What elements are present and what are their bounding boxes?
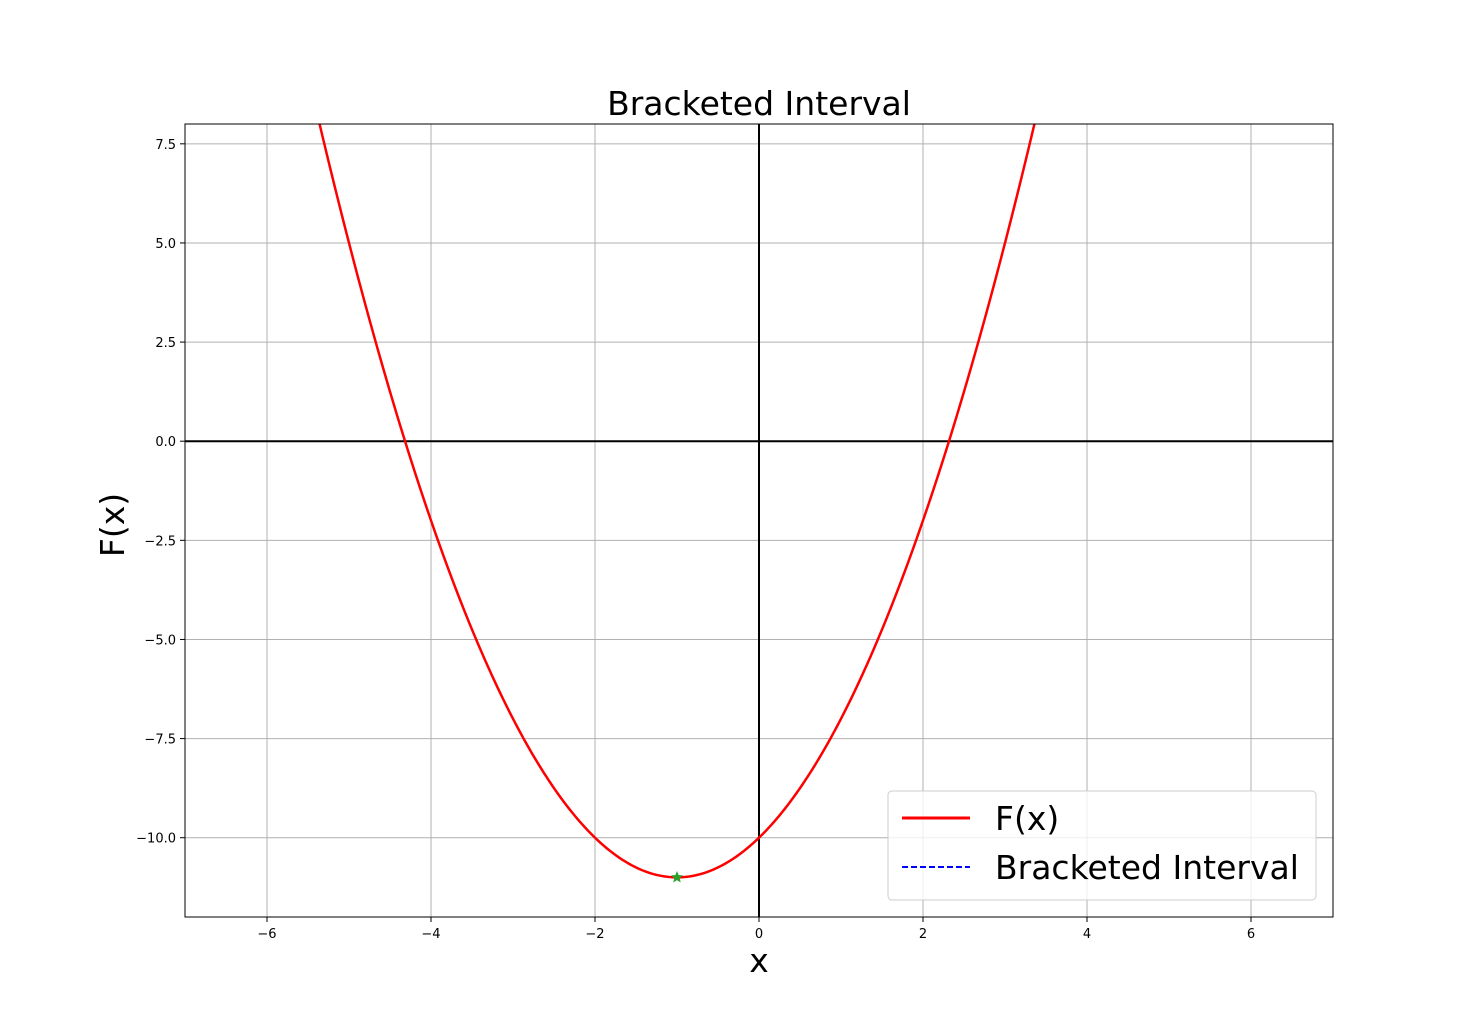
y-tick-label: 5.0 (155, 237, 176, 252)
legend: F(x) Bracketed Interval (887, 790, 1317, 901)
marker-star-0 (671, 871, 683, 883)
x-tick-label: 0 (755, 927, 763, 942)
x-axis-label: x (749, 941, 769, 980)
x-tick-label: −4 (421, 927, 440, 942)
chart-title: Bracketed Interval (607, 84, 911, 123)
y-tick-label: 0.0 (155, 435, 176, 450)
y-tick-label: −2.5 (144, 534, 176, 549)
ticks: −6 −4 −2 0 2 4 6 −10.0 −7.5 −5.0 −2.5 0.0 2.5 5.0 7.5 (136, 138, 1255, 942)
y-tick-label: −5.0 (144, 633, 176, 648)
x-tick-label: 6 (1247, 927, 1255, 942)
legend-box (887, 790, 1317, 901)
y-tick-label: 2.5 (155, 336, 176, 351)
reference-lines (185, 124, 1333, 917)
x-tick-label: −6 (257, 927, 276, 942)
legend-label-bracketed-interval: Bracketed Interval (995, 848, 1299, 887)
x-tick-label: 4 (1083, 927, 1091, 942)
marker-layer (671, 871, 683, 883)
x-tick-label: 2 (919, 927, 927, 942)
y-tick-label: −10.0 (136, 832, 176, 847)
series-line-0 (318, 124, 1036, 879)
x-tick-label: −2 (585, 927, 604, 942)
legend-label-fx: F(x) (995, 799, 1059, 838)
y-axis-label: F(x) (93, 493, 132, 557)
y-tick-label: −7.5 (144, 733, 176, 748)
series-layer (318, 124, 1036, 879)
y-tick-label: 7.5 (155, 138, 176, 153)
